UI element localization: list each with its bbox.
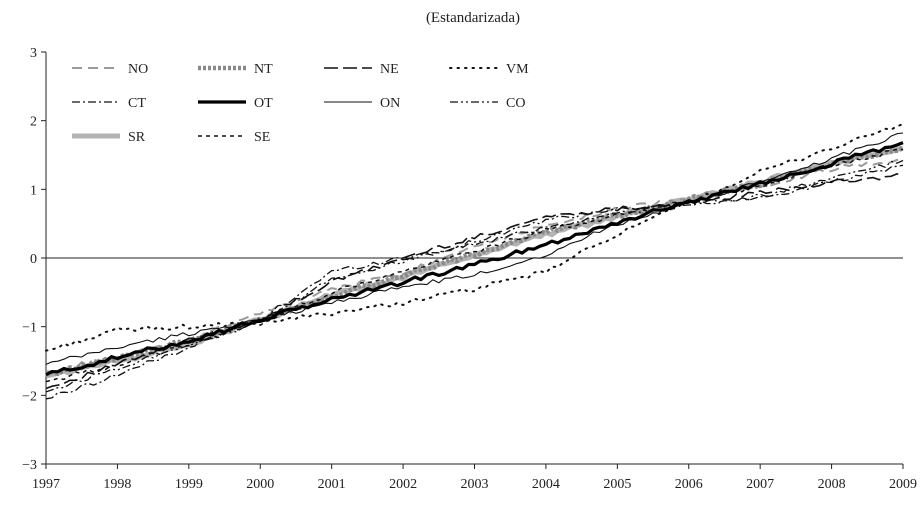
- series-line-co: [45, 159, 904, 393]
- y-tick-label: 3: [30, 46, 37, 61]
- legend-label-ne: NE: [380, 62, 399, 77]
- legend-label-on: ON: [380, 96, 400, 111]
- y-tick-label: 0: [30, 252, 37, 267]
- y-tick-label: −2: [22, 389, 37, 404]
- series-line-ct: [45, 164, 904, 400]
- y-tick-label: −1: [22, 321, 37, 336]
- x-tick-label: 2002: [389, 477, 417, 492]
- legend-label-co: CO: [506, 96, 525, 111]
- x-tick-label: 2006: [675, 477, 703, 492]
- series-line-se: [45, 148, 904, 383]
- legend-label-sr: SR: [128, 130, 146, 145]
- axes: 3 2 1 0 −1 −2 −3 1997 1998 1999 2000 2001 2002 2003 20…: [22, 46, 917, 492]
- y-tick-label: −3: [22, 458, 37, 473]
- x-tick-label: 1998: [103, 477, 131, 492]
- series-line-vm: [45, 123, 904, 352]
- series-line-on: [45, 132, 904, 365]
- x-tick-label: 1997: [32, 477, 60, 492]
- x-tick-label: 2004: [532, 477, 560, 492]
- series-line-ot: [45, 141, 904, 377]
- legend-label-ct: CT: [128, 96, 146, 111]
- legend-label-no: NO: [128, 62, 148, 77]
- x-tick-label: 2005: [603, 477, 631, 492]
- legend-label-nt: NT: [254, 62, 273, 77]
- x-tick-label: 2003: [461, 477, 489, 492]
- x-tick-label: 2008: [818, 477, 846, 492]
- x-tick-label: 2001: [318, 477, 346, 492]
- x-tick-label: 2009: [889, 477, 917, 492]
- series-line-ne: [45, 173, 904, 390]
- series-lines: [45, 123, 904, 400]
- y-tick-label: 2: [30, 115, 37, 130]
- chart-title: (Estandarizada): [426, 10, 520, 26]
- legend: NO NT NE VM CT OT ON CO SR SE: [72, 62, 529, 145]
- x-tick-label: 1999: [175, 477, 203, 492]
- x-tick-label: 2007: [746, 477, 774, 492]
- legend-label-se: SE: [254, 130, 270, 145]
- legend-label-ot: OT: [254, 96, 273, 111]
- legend-label-vm: VM: [506, 62, 529, 77]
- series-line-nt: [45, 146, 904, 377]
- y-tick-label: 1: [30, 183, 37, 198]
- x-tick-label: 2000: [246, 477, 274, 492]
